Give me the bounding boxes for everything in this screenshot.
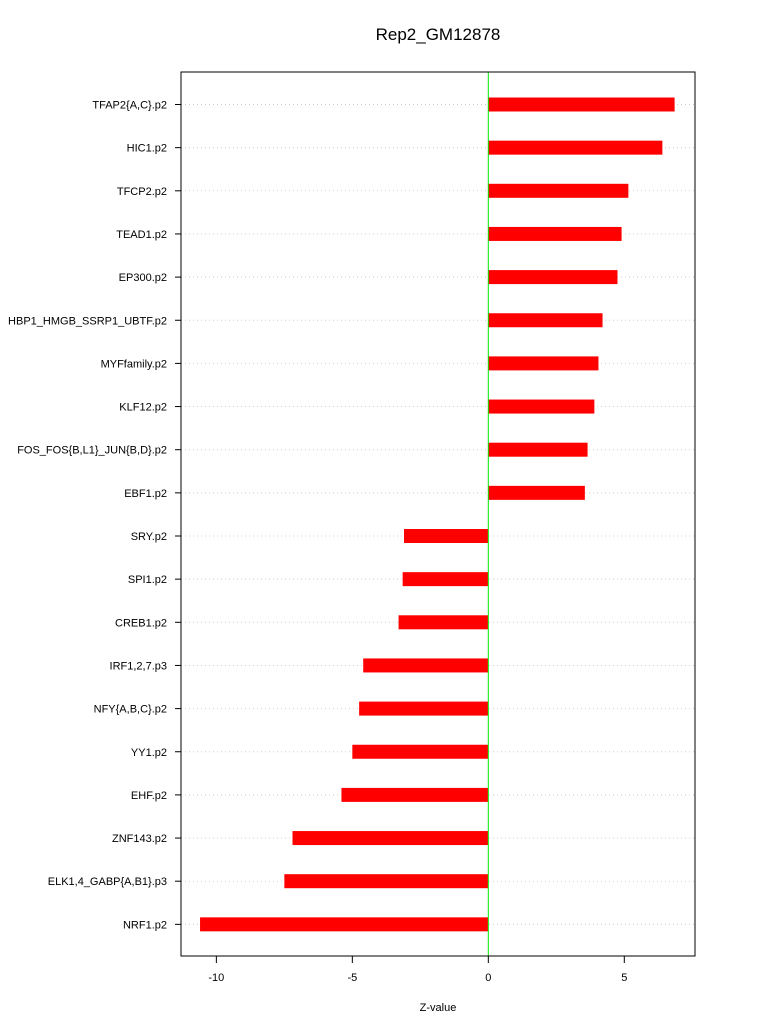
category-label: SPI1.p2 xyxy=(128,574,167,586)
x-axis-label: Z-value xyxy=(420,1002,457,1014)
category-labels: TFAP2{A,C}.p2 HIC1.p2 TFCP2.p2 TEAD1.p2 EP30… xyxy=(8,100,181,931)
category-label: CREB1.p2 xyxy=(115,617,167,629)
category-label: FOS_FOS{B,L1}_JUN{B,D}.p2 xyxy=(17,445,167,457)
category-label: NFY{A,B,C}.p2 xyxy=(94,704,167,716)
bar xyxy=(341,787,489,802)
category-label: SRY.p2 xyxy=(131,531,167,543)
bar xyxy=(488,485,585,500)
category-label: IRF1,2,7.p3 xyxy=(110,660,167,672)
category-label: ELK1,4_GABP{A,B1}.p3 xyxy=(48,876,167,888)
bar xyxy=(488,442,588,457)
plot-frame xyxy=(180,71,696,957)
bar xyxy=(488,270,618,285)
bar xyxy=(359,701,489,716)
category-label: MYFfamily.p2 xyxy=(101,358,167,370)
category-label: TEAD1.p2 xyxy=(116,229,167,241)
bar xyxy=(488,313,603,328)
category-label: HIC1.p2 xyxy=(127,143,167,155)
category-label: EHF.p2 xyxy=(131,790,167,802)
bar xyxy=(488,140,663,155)
bar xyxy=(488,183,629,198)
category-label: EBF1.p2 xyxy=(124,488,167,500)
bar xyxy=(284,874,489,889)
chart-title: Rep2_GM12878 xyxy=(376,25,501,44)
bars xyxy=(200,97,675,932)
bar xyxy=(200,917,489,932)
bar xyxy=(398,615,489,630)
category-label: EP300.p2 xyxy=(119,272,167,284)
x-tick-label: 0 xyxy=(485,972,491,984)
bar xyxy=(404,529,489,543)
x-tick-label: 5 xyxy=(621,972,627,984)
category-label: YY1.p2 xyxy=(131,747,167,759)
x-axis: -10 -5 0 5 xyxy=(208,955,627,984)
category-label: KLF12.p2 xyxy=(119,402,167,414)
category-label: ZNF143.p2 xyxy=(112,833,167,845)
bar xyxy=(488,399,595,414)
x-tick-label: -10 xyxy=(208,972,224,984)
bar xyxy=(488,97,675,112)
category-label: TFAP2{A,C}.p2 xyxy=(92,100,167,112)
x-tick-label: -5 xyxy=(347,972,357,984)
bar xyxy=(488,356,599,371)
bar xyxy=(352,744,489,759)
category-label: NRF1.p2 xyxy=(123,919,167,931)
bar xyxy=(488,226,622,241)
category-label: HBP1_HMGB_SSRP1_UBTF.p2 xyxy=(8,315,167,327)
bar xyxy=(292,831,489,846)
bar xyxy=(363,658,489,673)
bar xyxy=(402,572,489,587)
category-label: TFCP2.p2 xyxy=(117,186,167,198)
